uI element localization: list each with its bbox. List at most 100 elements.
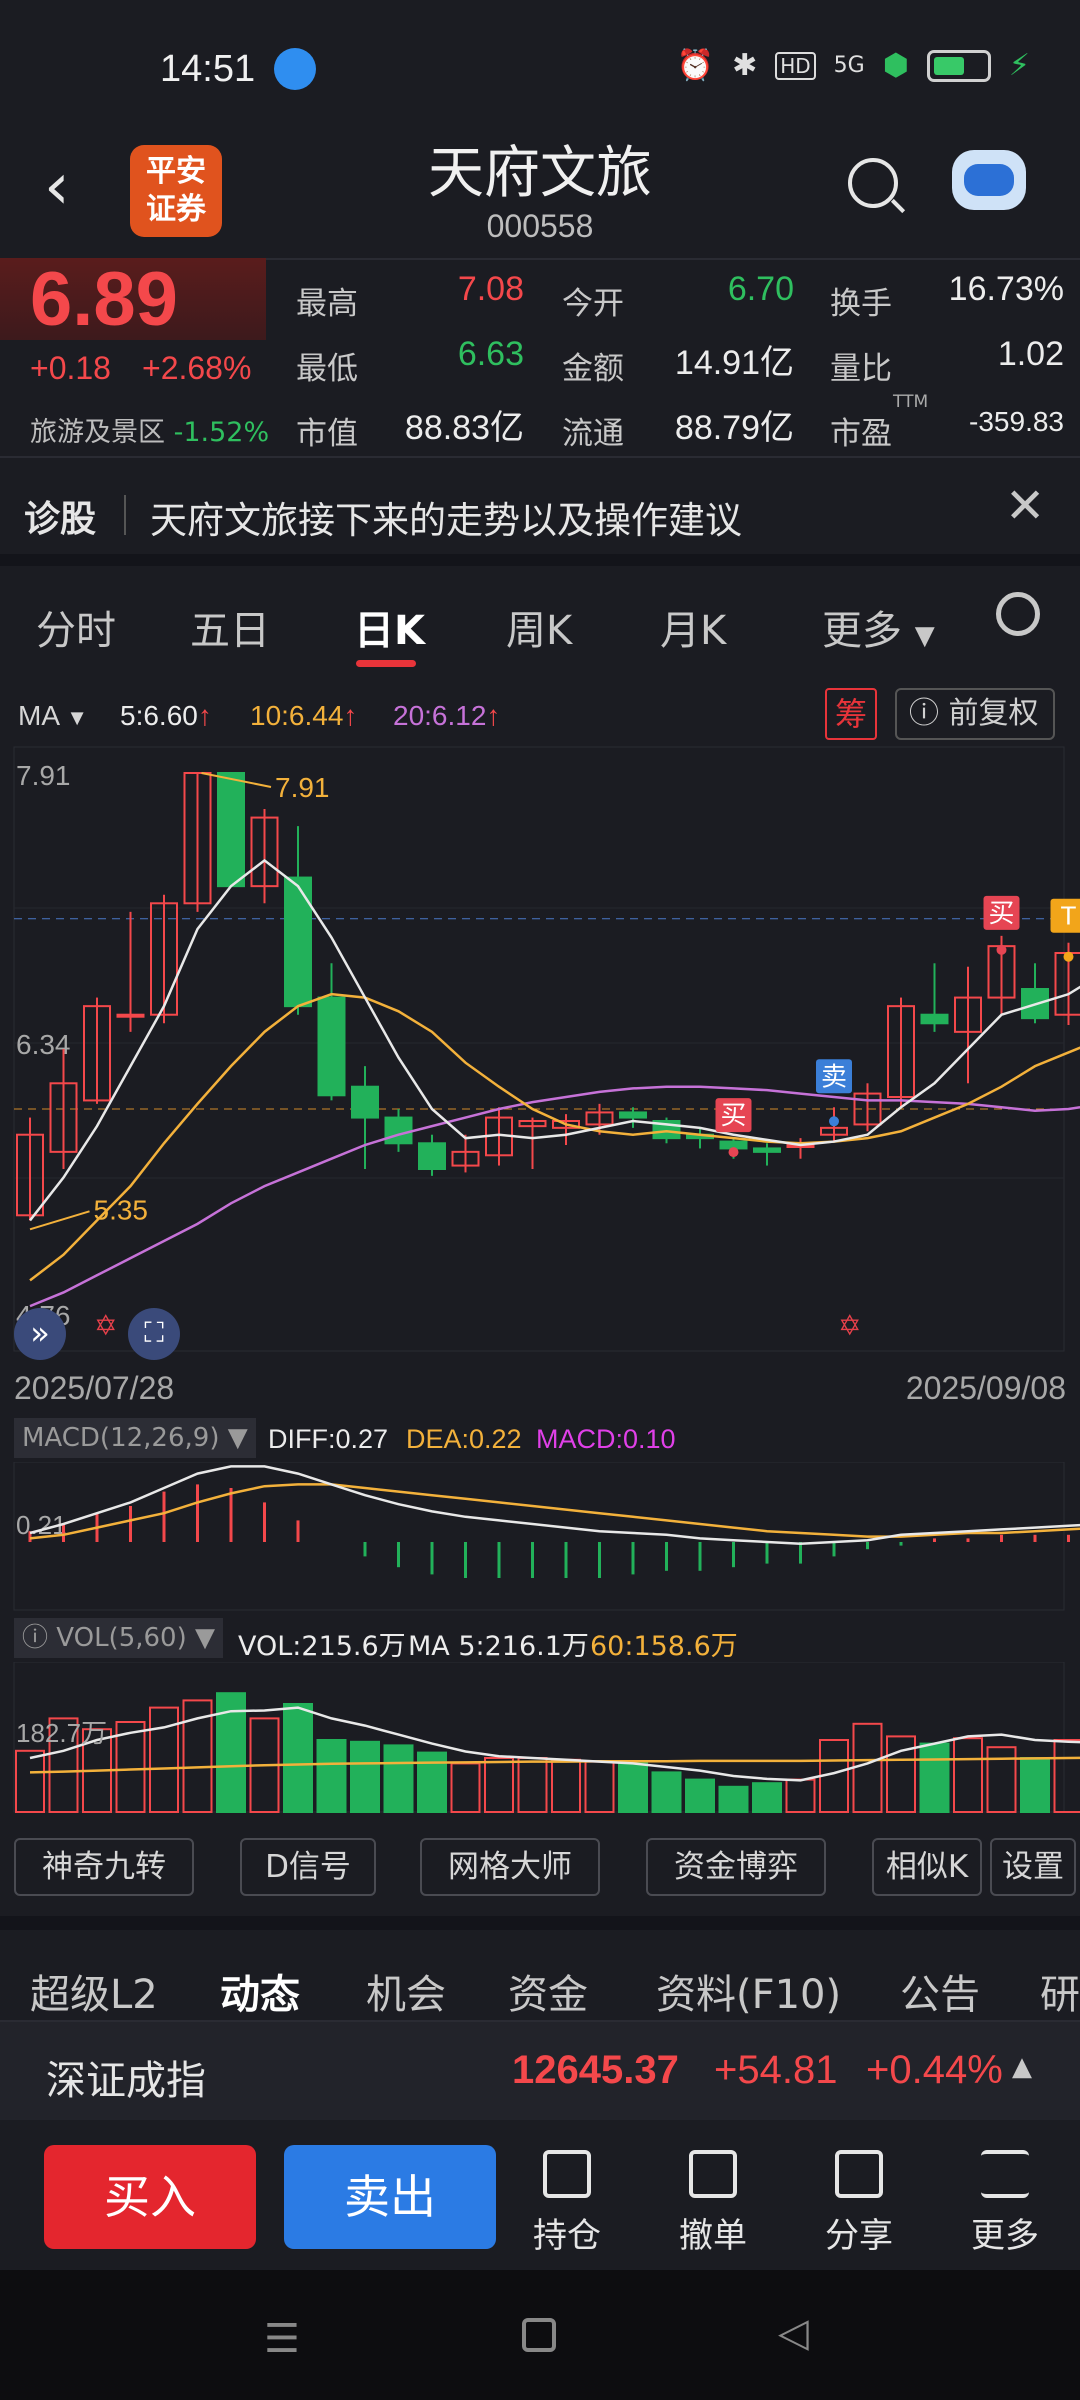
ma-selector[interactable]: MA ▼ (18, 700, 89, 731)
system-nav-bar (0, 2270, 1080, 2400)
vol-bar (584, 1760, 615, 1813)
macd-selector[interactable]: MACD(12,26,9) ▼ (14, 1418, 256, 1458)
buy-button[interactable]: 买入 (44, 2145, 256, 2249)
back-icon[interactable]: ‹ (44, 150, 70, 224)
candle (16, 1133, 44, 1217)
vol-bar (852, 1722, 883, 1813)
volume-chart: 182.7万 (13, 1662, 1080, 1814)
tab-fenshi[interactable]: 分时 (36, 608, 116, 654)
candle (49, 1082, 78, 1153)
candle (418, 1142, 446, 1170)
tool-settings[interactable]: 设置 (990, 1838, 1076, 1896)
diagnosis-bar[interactable] (0, 460, 1080, 566)
ma20-line (29, 1085, 1080, 1308)
tab-weekly-k[interactable]: 周K (506, 608, 573, 654)
hd-icon: HD (775, 51, 816, 80)
vol-bar (182, 1699, 213, 1813)
tool-similar-k[interactable]: 相似K (872, 1838, 982, 1896)
tab-announcements[interactable]: 公告 (900, 1972, 980, 2018)
tool-d-signal[interactable]: D信号 (240, 1838, 376, 1896)
vol-bar (115, 1721, 146, 1813)
expand-up-icon[interactable]: ▲ (1012, 2052, 1032, 2082)
sector-info[interactable]: 旅游及景区 -1.52% (30, 417, 270, 448)
tab-five-day[interactable]: 五日 (190, 608, 270, 654)
diff-line (29, 1465, 1080, 1546)
tool-nine-turns[interactable]: 神奇九转 (14, 1838, 194, 1896)
tools-bar (0, 1830, 1080, 1930)
quote-value: 7.08 (457, 270, 524, 308)
candle (552, 1120, 580, 1129)
quote-value: 14.91亿 (674, 344, 794, 382)
candle (853, 1092, 882, 1126)
home-icon[interactable] (522, 2318, 556, 2352)
candlestick-chart[interactable]: 7.916.344.767.915.35买卖买TTT✡✡ (0, 745, 1080, 1365)
index-pct: +0.44% (866, 2048, 1003, 2092)
vol-bar (1053, 1739, 1080, 1813)
ma10-line (29, 992, 1080, 1282)
tab-research[interactable]: 研 (1040, 1972, 1080, 2018)
tool-grid-master[interactable]: 网格大师 (420, 1838, 600, 1896)
vol-bar (785, 1778, 816, 1813)
tab-daily-k[interactable]: 日K (354, 608, 425, 654)
cancel-order-button[interactable]: 撤单 (658, 2150, 768, 2257)
tab-monthly-k[interactable]: 月K (660, 608, 727, 654)
diagnosis-label: 诊股 (24, 499, 97, 540)
recent-apps-icon[interactable]: ☰ (264, 2316, 300, 2362)
tab-more[interactable]: 更多 ▼ (822, 608, 935, 654)
ma10-value: 10:6.44↑ (250, 700, 358, 731)
active-tab-indicator (356, 660, 416, 667)
back-nav-icon[interactable]: ◁ (778, 2310, 809, 2356)
close-icon[interactable]: ✕ (1005, 478, 1046, 534)
expand-left-icon[interactable]: » (14, 1308, 66, 1360)
candle (150, 902, 178, 1016)
tab-funds[interactable]: 资金 (508, 1972, 588, 2018)
alarm-icon: ⏰ (676, 48, 715, 83)
signal-dot (829, 1116, 839, 1127)
candle (585, 1111, 614, 1126)
vol-bar (149, 1706, 179, 1813)
status-bar (0, 0, 1080, 140)
more-button[interactable]: 更多 (950, 2150, 1060, 2257)
chip-distribution-button[interactable]: 筹 (825, 688, 877, 740)
quote-label: 换手 (830, 286, 892, 322)
assistant-robot-icon[interactable] (952, 150, 1026, 210)
star-icon: ✡ (838, 1310, 861, 1341)
candle (116, 1013, 145, 1018)
diagnosis-text[interactable]: 天府文旅接下来的走势以及操作建议 (150, 499, 742, 542)
index-ticker[interactable] (0, 2020, 1080, 2120)
vol-bar (551, 1758, 581, 1814)
tab-opportunity[interactable]: 机会 (366, 1972, 446, 2018)
broker-logo[interactable]: 平安 证券 (130, 145, 222, 237)
positions-button[interactable]: 持仓 (512, 2150, 622, 2257)
price-change: +0.18 (30, 350, 111, 386)
ma5-value: 5:6.60↑ (120, 700, 212, 731)
tab-f10[interactable]: 资料(F10) (656, 1972, 842, 2018)
share-button[interactable]: 分享 (804, 2150, 914, 2257)
vol-bar (15, 1749, 45, 1814)
search-icon[interactable] (848, 158, 898, 208)
quote-label: 量比 (830, 351, 892, 387)
candle (518, 1120, 547, 1128)
index-value: 12645.37 (512, 2048, 679, 2092)
candle (250, 816, 279, 888)
vol-value: VOL:215.6万 (238, 1631, 406, 1662)
pe-ttm-sup: TTM (893, 392, 929, 412)
candle (619, 1111, 647, 1119)
vol-selector[interactable]: ⓘ VOL(5,60) ▼ (14, 1618, 224, 1658)
share-icon (835, 2150, 883, 2198)
ma5-line (29, 858, 1080, 1222)
adjust-button[interactable]: ⓘ 前复权 (895, 688, 1055, 740)
vol-bar (919, 1742, 950, 1813)
tab-news-feed[interactable]: 动态 (220, 1972, 300, 2018)
tab-level2[interactable]: 超级L2 (30, 1972, 158, 2018)
dea-line (29, 1483, 1080, 1540)
signal-text: 买 (988, 898, 1014, 928)
candle (183, 772, 212, 905)
macd-frame (13, 1462, 1065, 1611)
fullscreen-icon[interactable]: ⛶ (128, 1308, 180, 1360)
sell-button[interactable]: 卖出 (284, 2145, 496, 2249)
gear-icon[interactable] (996, 592, 1040, 636)
vol-bar (484, 1757, 514, 1813)
tool-fund-game[interactable]: 资金博弈 (646, 1838, 826, 1896)
quote-label: 流通 (562, 416, 624, 452)
